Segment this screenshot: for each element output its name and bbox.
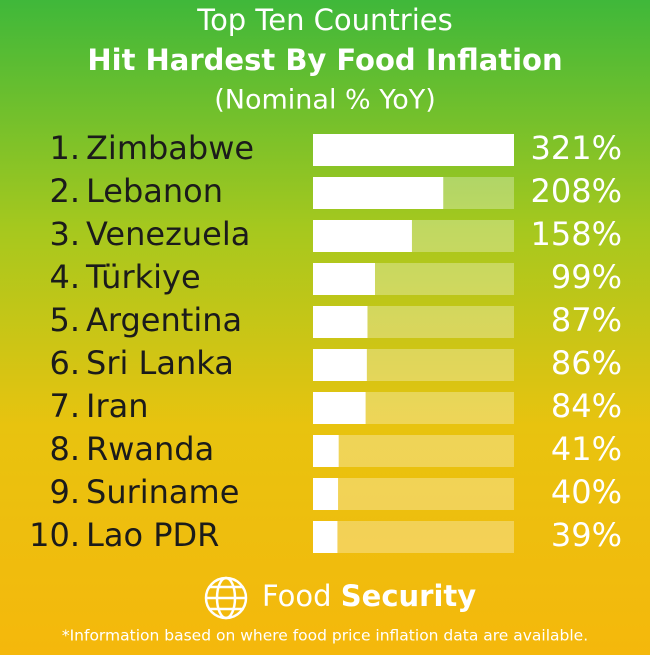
category-label: Sri Lanka — [86, 344, 234, 382]
bar — [313, 392, 366, 424]
brand: Food Security — [262, 579, 476, 613]
rank-label: 7. — [49, 387, 80, 425]
value-label: 41% — [551, 430, 622, 468]
bar-track — [313, 478, 514, 510]
brand-bold: Security — [341, 579, 476, 613]
bar — [313, 349, 367, 381]
footnote: *Information based on where food price i… — [62, 627, 588, 645]
value-label: 39% — [551, 516, 622, 554]
bar-track — [313, 435, 514, 467]
category-label: Iran — [86, 387, 148, 425]
unit-note: (Nominal % YoY) — [214, 85, 435, 116]
rank-label: 6. — [49, 344, 80, 382]
value-label: 158% — [531, 215, 622, 253]
category-label: Venezuela — [86, 215, 250, 253]
category-label: Rwanda — [86, 430, 214, 468]
bar — [313, 478, 339, 510]
value-label: 99% — [551, 258, 622, 296]
value-label: 321% — [531, 129, 622, 167]
rank-label: 5. — [49, 301, 80, 339]
chart-title: Top Ten Countries — [196, 3, 452, 37]
bar — [313, 521, 338, 553]
category-label: Suriname — [86, 473, 239, 511]
chart-subtitle: Hit Hardest By Food Inflation — [87, 43, 562, 77]
category-label: Lebanon — [86, 172, 223, 210]
category-label: Zimbabwe — [86, 129, 254, 167]
bar — [313, 134, 514, 166]
value-label: 84% — [551, 387, 622, 425]
category-label: Lao PDR — [86, 516, 219, 554]
rank-label: 1. — [49, 129, 80, 167]
rank-label: 9. — [49, 473, 80, 511]
rank-label: 10. — [29, 516, 80, 554]
rank-label: 2. — [49, 172, 80, 210]
value-label: 86% — [551, 344, 622, 382]
brand-light: Food — [262, 579, 332, 613]
value-label: 40% — [551, 473, 622, 511]
bar-track — [313, 521, 514, 553]
bar — [313, 263, 375, 295]
bar — [313, 435, 339, 467]
category-label: Argentina — [86, 301, 242, 339]
value-label: 87% — [551, 301, 622, 339]
rank-label: 3. — [49, 215, 80, 253]
rank-label: 8. — [49, 430, 80, 468]
bar — [313, 306, 368, 338]
logo-icon — [204, 576, 248, 620]
value-label: 208% — [531, 172, 622, 210]
rank-label: 4. — [49, 258, 80, 296]
category-label: Türkiye — [85, 258, 201, 296]
bar — [313, 177, 444, 209]
bar — [313, 220, 412, 252]
